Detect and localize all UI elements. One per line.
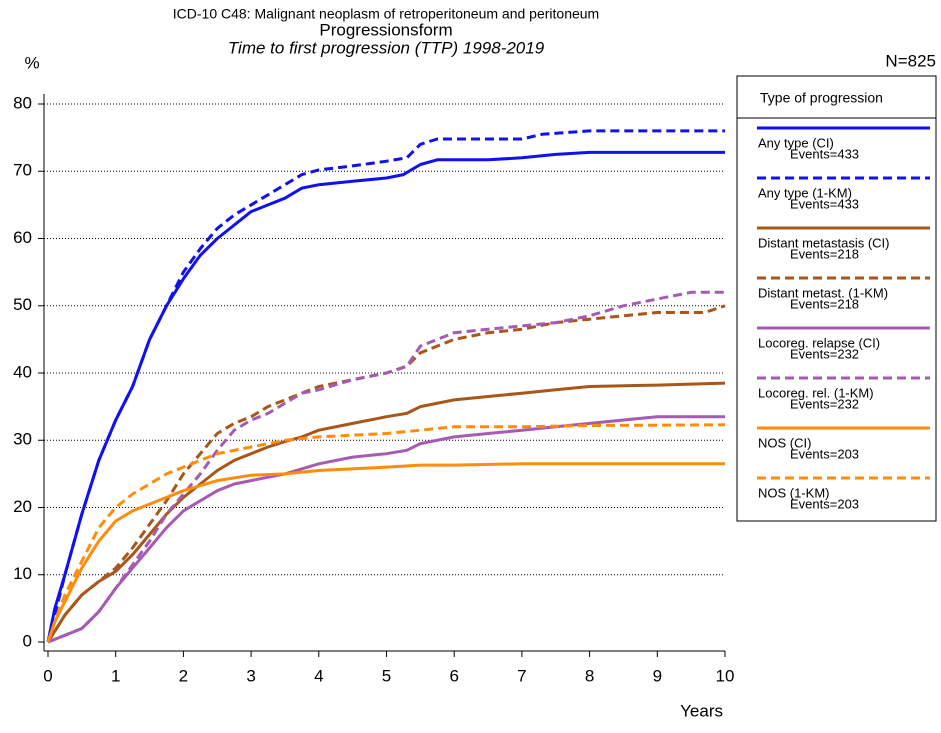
- legend-title: Type of progression: [760, 90, 883, 106]
- series-line: [46, 129, 725, 643]
- legend-label: NOS (1-KM): [758, 485, 830, 500]
- series-line: [46, 423, 726, 643]
- x-axis-label: Years: [680, 701, 723, 720]
- x-tick-label: 9: [653, 666, 662, 685]
- y-tick-label: 0: [23, 631, 32, 650]
- legend-events: Events=218: [790, 246, 859, 261]
- y-tick-label: 40: [13, 362, 32, 381]
- legend-events: Events=203: [790, 496, 859, 511]
- legend-label: Locoreg. rel. (1-KM): [758, 385, 874, 400]
- legend-label: Any type (CI): [758, 135, 834, 150]
- x-tick-label: 10: [716, 666, 735, 685]
- x-tick-label: 4: [314, 666, 323, 685]
- series-line: [46, 150, 725, 643]
- series-line: [46, 462, 725, 643]
- x-tick-label: 5: [382, 666, 391, 685]
- legend-label: Distant metast. (1-KM): [758, 285, 888, 300]
- legend-events: Events=232: [790, 346, 859, 361]
- y-tick-label: 20: [13, 497, 32, 516]
- legend-events: Events=218: [790, 296, 859, 311]
- series-line: [47, 290, 725, 644]
- chart-subtitle: Progressionsform: [319, 20, 452, 39]
- x-tick-label: 1: [111, 666, 120, 685]
- legend-label: NOS (CI): [758, 435, 811, 450]
- x-tick-label: 3: [246, 666, 255, 685]
- x-tick-label: 6: [449, 666, 458, 685]
- y-tick-label: 10: [13, 564, 32, 583]
- x-tick-label: 2: [179, 666, 188, 685]
- series-line: [46, 381, 726, 643]
- x-tick-label: 7: [517, 666, 526, 685]
- legend-events: Events=232: [790, 396, 859, 411]
- legend-label: Locoreg. relapse (CI): [758, 335, 880, 350]
- y-tick-label: 30: [13, 430, 32, 449]
- chart-subtitle: Time to first progression (TTP) 1998-201…: [228, 38, 545, 57]
- y-tick-label: 70: [13, 161, 32, 180]
- series-line: [47, 415, 725, 644]
- legend-label: Distant metastasis (CI): [758, 235, 889, 250]
- x-tick-label: 0: [43, 666, 52, 685]
- y-axis-label: %: [24, 53, 39, 72]
- n-label: N=825: [885, 51, 936, 70]
- x-tick-label: 8: [585, 666, 594, 685]
- y-tick-label: 80: [13, 93, 32, 112]
- legend-events: Events=203: [790, 446, 859, 461]
- series-line: [46, 304, 726, 643]
- legend-label: Any type (1-KM): [758, 185, 852, 200]
- legend-events: Events=433: [790, 196, 859, 211]
- y-tick-label: 50: [13, 295, 32, 314]
- legend-box: [736, 75, 937, 522]
- legend-events: Events=433: [790, 146, 859, 161]
- y-tick-label: 60: [13, 228, 32, 247]
- chart-title: ICD-10 C48: Malignant neoplasm of retrop…: [173, 6, 599, 22]
